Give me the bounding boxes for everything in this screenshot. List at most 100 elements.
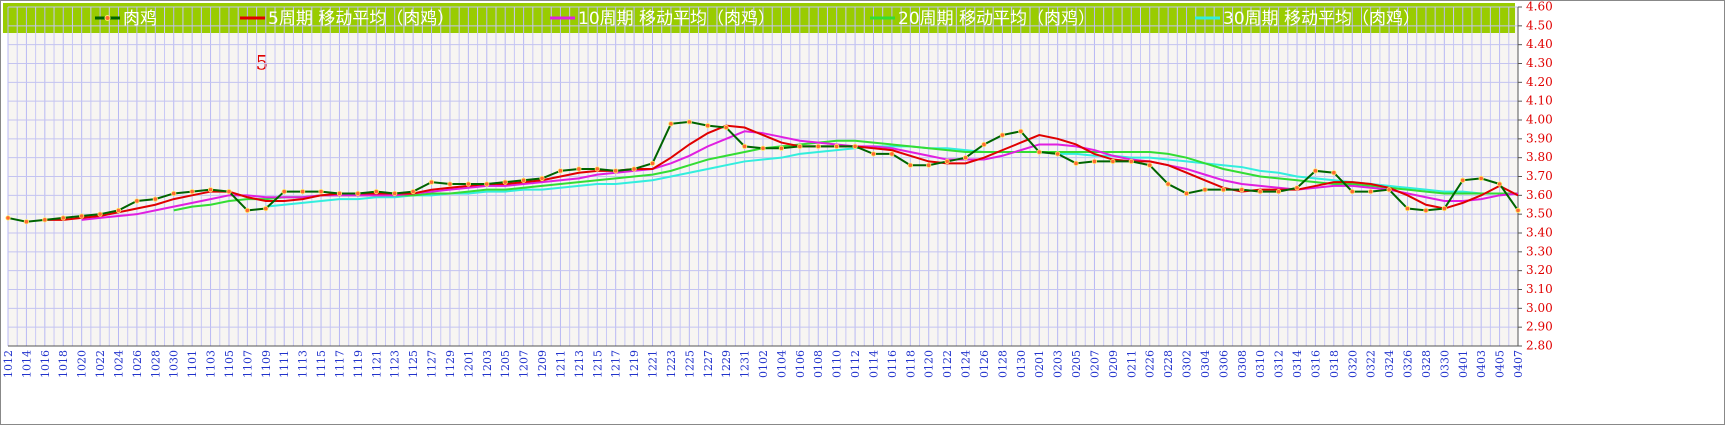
y-tick-label: 4.30 bbox=[1526, 56, 1553, 70]
y-tick-label: 3.10 bbox=[1526, 282, 1553, 296]
point bbox=[815, 143, 821, 149]
x-tick-label: 0104 bbox=[775, 350, 788, 378]
point bbox=[465, 181, 471, 187]
x-tick-label: 0403 bbox=[1475, 350, 1488, 378]
x-tick-label: 0120 bbox=[923, 350, 936, 378]
x-tick-label: 1207 bbox=[518, 350, 531, 378]
x-tick-label: 1217 bbox=[610, 350, 623, 378]
point bbox=[336, 190, 343, 197]
x-tick-label: 1125 bbox=[407, 350, 420, 378]
x-tick-label: 0126 bbox=[978, 350, 991, 378]
x-tick-label: 0112 bbox=[849, 350, 862, 378]
series-line bbox=[44, 124, 1519, 221]
point bbox=[778, 145, 785, 151]
point bbox=[447, 181, 453, 187]
x-tick-label: 1105 bbox=[223, 350, 236, 378]
point bbox=[576, 166, 582, 172]
point bbox=[686, 119, 692, 125]
point bbox=[1147, 162, 1153, 168]
x-tick-label: 0312 bbox=[1273, 350, 1286, 378]
x-tick-label: 1201 bbox=[462, 350, 475, 378]
point bbox=[1220, 187, 1226, 193]
point bbox=[1478, 175, 1484, 181]
x-tick-label: 1018 bbox=[57, 350, 70, 378]
y-tick-label: 3.80 bbox=[1526, 150, 1553, 164]
x-tick-label: 1109 bbox=[260, 350, 273, 378]
x-tick-label: 1107 bbox=[241, 350, 254, 378]
point bbox=[668, 121, 674, 127]
y-tick-label: 3.60 bbox=[1526, 188, 1553, 202]
x-tick-label: 1028 bbox=[149, 350, 162, 378]
x-tick-label: 0209 bbox=[1107, 350, 1120, 378]
point bbox=[484, 181, 490, 187]
x-tick-label: 1123 bbox=[389, 350, 402, 378]
point bbox=[134, 198, 140, 204]
annotation: 5 bbox=[256, 51, 269, 75]
y-tick-label: 2.80 bbox=[1526, 339, 1553, 353]
y-tick-label: 4.00 bbox=[1526, 113, 1553, 127]
x-tick-label: 0302 bbox=[1181, 350, 1194, 378]
point bbox=[594, 166, 600, 172]
x-tick-label: 0130 bbox=[1015, 350, 1028, 378]
point bbox=[1349, 188, 1355, 195]
x-tick-label: 1221 bbox=[647, 350, 660, 378]
point bbox=[852, 143, 858, 149]
x-tick-label: 0207 bbox=[1088, 350, 1101, 378]
point bbox=[1055, 151, 1061, 157]
point bbox=[1036, 149, 1042, 155]
point bbox=[410, 188, 416, 195]
y-tick-label: 4.60 bbox=[1526, 0, 1553, 14]
x-tick-label: 1014 bbox=[20, 350, 33, 378]
point bbox=[1128, 158, 1134, 165]
x-tick-label: 1231 bbox=[739, 350, 752, 378]
point bbox=[428, 179, 435, 185]
y-tick-label: 3.00 bbox=[1526, 301, 1553, 315]
x-tick-label: 0304 bbox=[1199, 350, 1212, 378]
point bbox=[1276, 188, 1282, 195]
point bbox=[926, 162, 932, 168]
x-tick-label: 1127 bbox=[426, 350, 439, 378]
point bbox=[1239, 187, 1245, 193]
point bbox=[502, 179, 508, 185]
point bbox=[889, 151, 895, 157]
point bbox=[944, 158, 950, 165]
x-tick-label: 1022 bbox=[94, 350, 107, 378]
y-tick-label: 3.50 bbox=[1526, 207, 1553, 221]
x-tick-label: 0211 bbox=[1125, 350, 1138, 378]
point bbox=[613, 168, 619, 174]
point bbox=[981, 141, 987, 148]
point bbox=[1018, 128, 1024, 134]
point bbox=[392, 190, 398, 197]
legend-label: 5周期 移动平均（肉鸡） bbox=[268, 9, 454, 29]
point bbox=[1404, 205, 1411, 212]
point bbox=[1386, 187, 1392, 193]
point bbox=[1331, 170, 1337, 176]
x-tick-label: 1213 bbox=[573, 350, 586, 378]
y-tick-label: 4.50 bbox=[1526, 18, 1553, 32]
x-tick-label: 0326 bbox=[1402, 350, 1415, 378]
point bbox=[705, 123, 711, 129]
point bbox=[281, 188, 287, 195]
point bbox=[1423, 207, 1429, 213]
point bbox=[115, 207, 122, 213]
x-tick-label: 1111 bbox=[278, 350, 291, 378]
point bbox=[1165, 181, 1171, 187]
point bbox=[999, 132, 1005, 138]
point bbox=[741, 143, 748, 149]
y-tick-label: 4.20 bbox=[1526, 75, 1553, 89]
x-tick-label: 1211 bbox=[554, 350, 567, 378]
point bbox=[962, 155, 969, 161]
x-tick-label: 0102 bbox=[757, 350, 770, 378]
x-tick-label: 1229 bbox=[720, 350, 733, 378]
point bbox=[834, 143, 840, 149]
y-tick-label: 2.90 bbox=[1526, 320, 1553, 334]
point bbox=[318, 188, 324, 195]
x-tick-label: 0201 bbox=[1033, 350, 1046, 378]
point bbox=[189, 188, 195, 195]
y-tick-label: 3.70 bbox=[1526, 169, 1553, 183]
point bbox=[79, 213, 85, 219]
point bbox=[907, 162, 913, 168]
point bbox=[1312, 168, 1319, 174]
x-tick-label: 1115 bbox=[315, 350, 328, 378]
